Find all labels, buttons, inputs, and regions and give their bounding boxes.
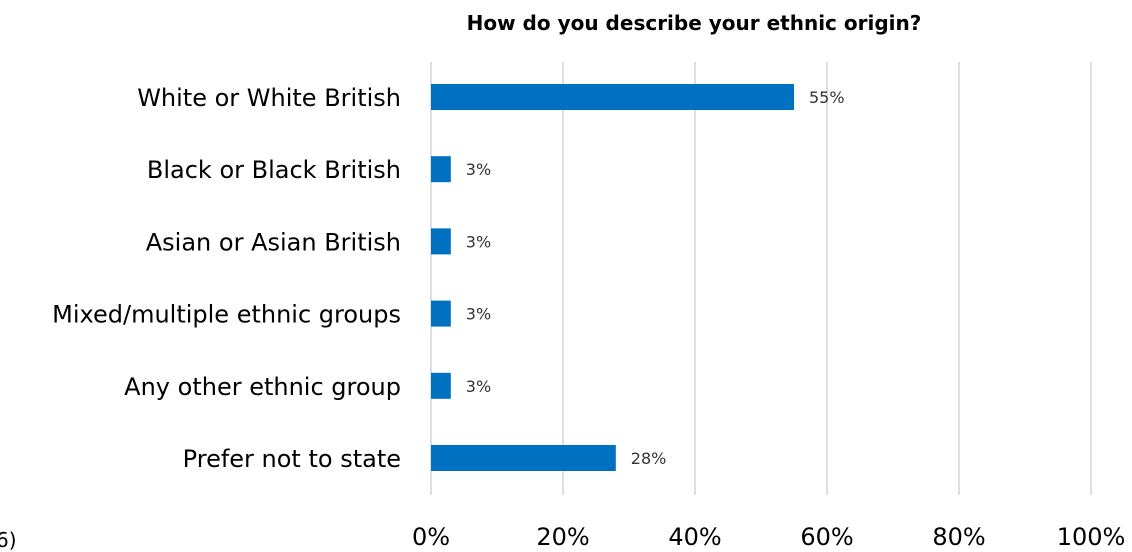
chart-title: How do you describe your ethnic origin?: [467, 11, 922, 35]
data-label: 3%: [466, 377, 491, 396]
data-label: 3%: [466, 160, 491, 179]
bar: [431, 84, 794, 110]
category-labels: White or White British Black or Black Bri…: [52, 84, 401, 473]
bar: [431, 156, 451, 183]
category-label: White or White British: [137, 84, 401, 112]
x-tick-label: 100%: [1057, 523, 1126, 550]
bars: [431, 84, 794, 471]
data-label: 55%: [809, 88, 845, 107]
x-tick-label: 0%: [412, 523, 450, 550]
data-label: 3%: [466, 232, 491, 251]
data-label: 3%: [466, 305, 491, 324]
x-tick-label: 80%: [932, 523, 985, 550]
category-label: Mixed/multiple ethnic groups: [52, 301, 401, 329]
gridlines: [430, 62, 1092, 495]
bar: [431, 300, 451, 327]
category-label: Prefer not to state: [183, 445, 401, 473]
category-label: Any other ethnic group: [124, 373, 401, 401]
data-label: 28%: [631, 449, 667, 468]
bar: [431, 228, 451, 255]
bar: [431, 372, 451, 399]
category-label: Black or Black British: [147, 156, 401, 184]
bar: [431, 445, 616, 471]
x-tick-label: 20%: [536, 523, 589, 550]
x-axis-tick-labels: 0% 20% 40% 60% 80% 100%: [412, 523, 1125, 550]
data-labels: 55% 3% 3% 3% 3% 28%: [466, 88, 845, 468]
category-label: Asian or Asian British: [146, 228, 401, 256]
x-tick-label: 40%: [668, 523, 721, 550]
cropped-text-fragment: 6): [0, 528, 17, 552]
x-tick-label: 60%: [800, 523, 853, 550]
